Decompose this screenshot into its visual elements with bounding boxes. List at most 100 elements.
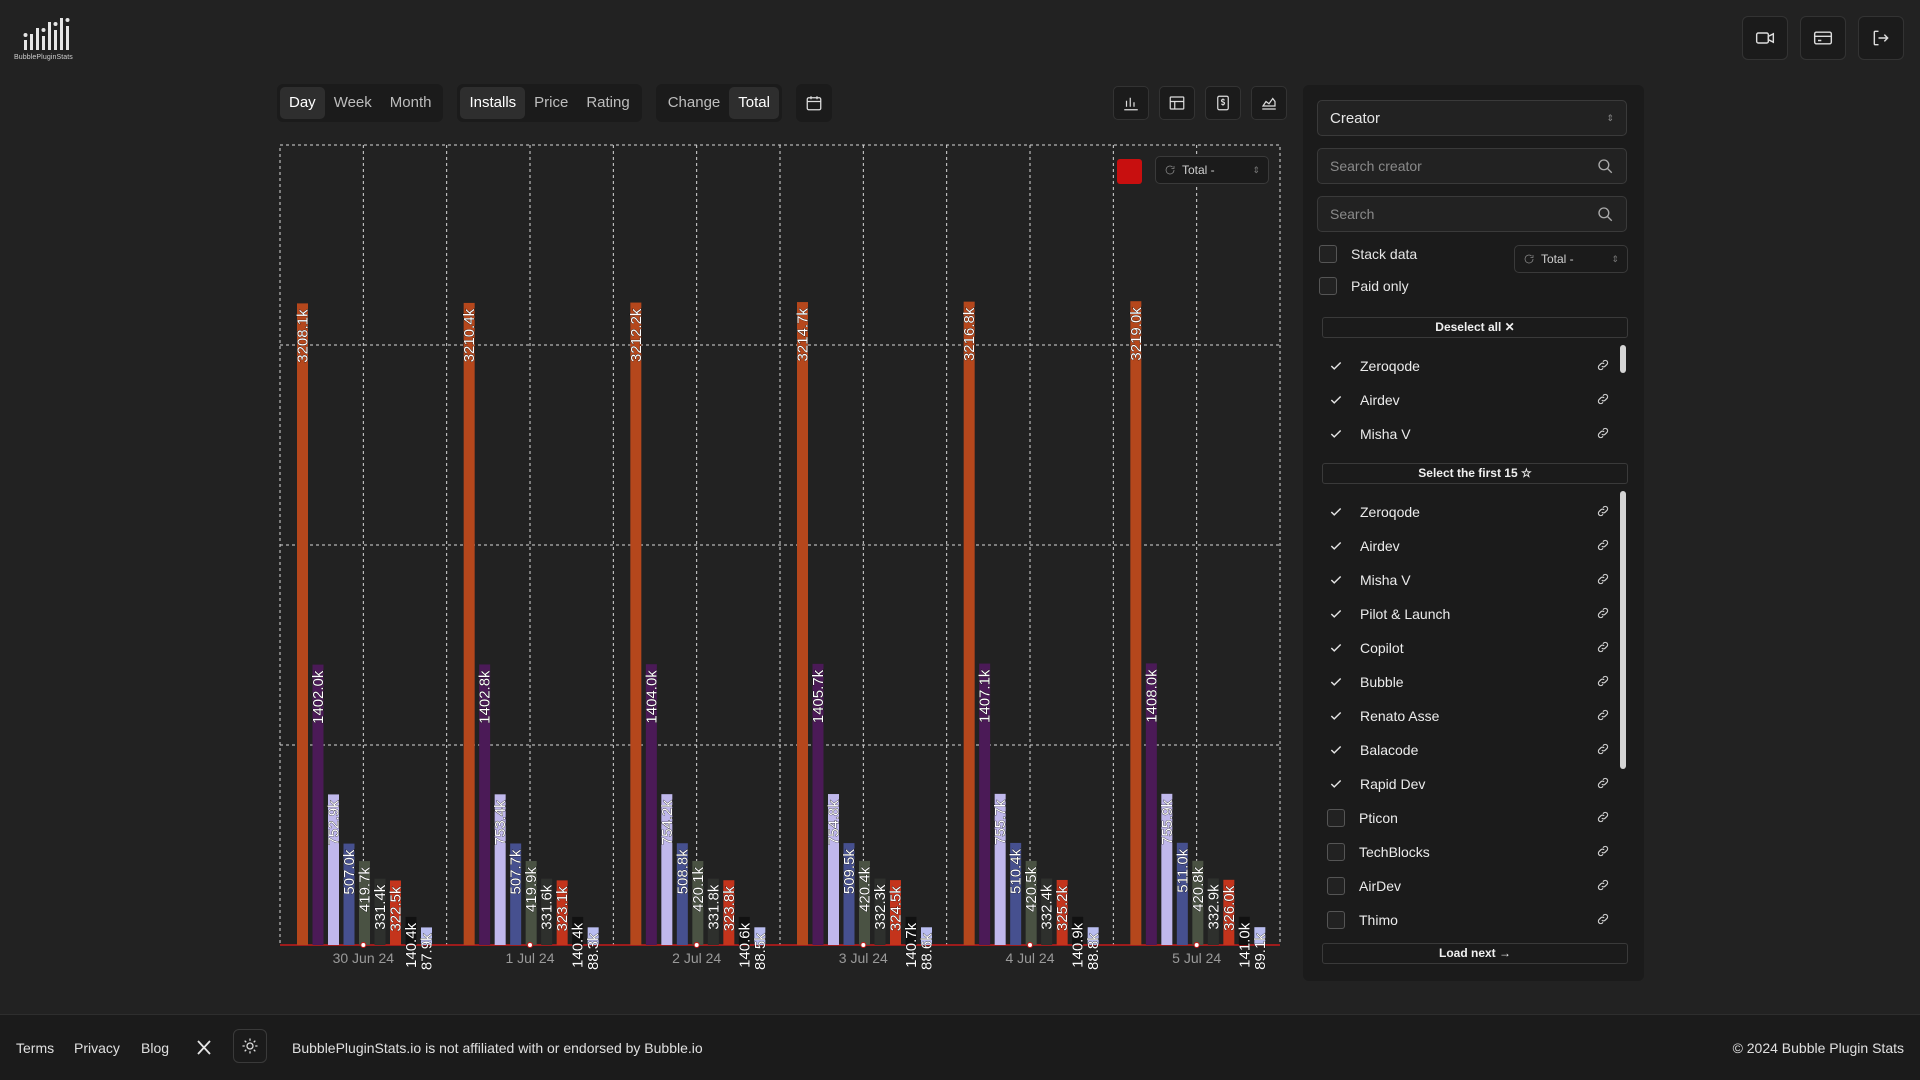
bar [859,860,870,945]
link-icon[interactable] [1596,640,1610,657]
checkmark-icon[interactable] [1326,709,1346,723]
dollar-file-icon [1217,95,1229,111]
group-by-select[interactable]: Creator ⇕ [1317,100,1627,136]
select-first-15-button[interactable]: Select the first 15 ☆ [1322,463,1628,484]
creator-item[interactable]: Balacode [1322,733,1612,767]
checkmark-icon[interactable] [1326,743,1346,757]
creator-checkbox[interactable] [1327,877,1345,895]
checkmark-icon[interactable] [1326,393,1346,407]
area-chart-view-button[interactable] [1251,86,1287,120]
privacy-link[interactable]: Privacy [74,1040,120,1056]
app-logo[interactable]: BubblePluginStats [14,16,78,66]
mode-total[interactable]: Total [729,87,779,119]
selected-creator-name: Zeroqode [1360,358,1420,374]
link-icon[interactable] [1596,776,1610,793]
creator-list-scrollbar[interactable] [1620,491,1626,769]
creator-item[interactable]: Bubble [1322,665,1612,699]
x-logo-icon[interactable] [196,1037,212,1057]
checkmark-icon[interactable] [1326,505,1346,519]
checkmark-icon[interactable] [1326,359,1346,373]
metric-installs[interactable]: Installs [460,87,526,119]
bar [525,861,537,945]
selected-creator-item[interactable]: Airdev [1322,383,1612,417]
link-icon[interactable] [1596,810,1610,827]
link-icon[interactable] [1596,878,1610,895]
search-icon[interactable] [1596,205,1614,223]
mode-change[interactable]: Change [667,94,721,111]
bar-chart-view-button[interactable] [1113,86,1149,120]
link-icon[interactable] [1596,358,1610,375]
table-view-button[interactable] [1159,86,1195,120]
period-day[interactable]: Day [280,87,325,119]
load-next-button[interactable]: Load next → [1322,943,1628,964]
paid-only-row[interactable]: Paid only [1319,277,1409,295]
chart-total-select[interactable]: Total - ⇕ [1155,156,1269,184]
creator-checkbox[interactable] [1327,809,1345,827]
link-icon[interactable] [1596,538,1610,555]
checkmark-icon[interactable] [1326,573,1346,587]
subscription-button[interactable] [1800,16,1846,60]
creator-item[interactable]: Thimo [1322,903,1612,937]
link-icon[interactable] [1596,708,1610,725]
creator-item[interactable]: Misha V [1322,563,1612,597]
logout-button[interactable] [1858,16,1904,60]
checkmark-icon[interactable] [1326,427,1346,441]
selected-list-scrollbar[interactable] [1620,345,1626,373]
link-icon[interactable] [1596,504,1610,521]
checkmark-icon[interactable] [1326,777,1346,791]
creator-item[interactable]: Pticon [1322,801,1612,835]
selected-creator-item[interactable]: Misha V [1322,417,1612,451]
deselect-all-button[interactable]: Deselect all ✕ [1322,317,1628,338]
checkmark-icon[interactable] [1326,539,1346,553]
sidebar-total-select[interactable]: Total - ⇕ [1514,245,1628,273]
bar-data-label: 419.9k [523,867,540,913]
link-icon[interactable] [1596,392,1610,409]
creator-item[interactable]: Zeroqode [1322,495,1612,529]
creator-item[interactable]: Renato Asse [1322,699,1612,733]
creator-item[interactable]: Airdev [1322,529,1612,563]
search-icon[interactable] [1596,157,1614,175]
legend-color-swatch[interactable] [1117,159,1142,184]
creator-checkbox[interactable] [1327,843,1345,861]
bar [421,927,432,945]
date-range-button[interactable] [795,84,832,122]
paid-only-checkbox[interactable] [1319,277,1337,295]
checkmark-icon[interactable] [1326,675,1346,689]
creator-name: Thimo [1359,912,1398,928]
bar [707,878,719,945]
creator-item[interactable]: AirDev [1322,869,1612,903]
video-button[interactable] [1742,16,1788,60]
link-icon[interactable] [1596,426,1610,443]
creator-item[interactable]: TechBlocks [1322,835,1612,869]
period-week[interactable]: Week [333,94,372,111]
link-icon[interactable] [1596,572,1610,589]
stack-data-checkbox[interactable] [1319,245,1337,263]
metric-rating[interactable]: Rating [586,94,630,111]
stack-data-row[interactable]: Stack data [1319,245,1417,263]
link-icon[interactable] [1596,674,1610,691]
link-icon[interactable] [1596,912,1610,929]
metric-price[interactable]: Price [534,94,569,111]
blog-link[interactable]: Blog [141,1040,170,1056]
selected-creator-item[interactable]: Zeroqode [1322,349,1612,383]
creator-checkbox[interactable] [1327,911,1345,929]
revenue-view-button[interactable] [1205,86,1241,120]
bar [890,880,901,945]
link-icon[interactable] [1596,844,1610,861]
checkmark-icon[interactable] [1326,641,1346,655]
creator-item[interactable]: Rapid Dev [1322,767,1612,801]
link-icon[interactable] [1596,606,1610,623]
bar-data-label: 3216.8k [961,307,978,361]
theme-toggle-button[interactable] [233,1029,267,1063]
period-month[interactable]: Month [389,94,432,111]
bar-data-label: 3208.1k [295,309,312,363]
creator-item[interactable]: Pilot & Launch [1322,597,1612,631]
checkmark-icon[interactable] [1326,607,1346,621]
terms-link[interactable]: Terms [16,1040,55,1056]
bar [1130,301,1142,945]
logo-text: BubblePluginStats [14,54,73,61]
search-input[interactable] [1330,206,1596,222]
search-creator-input[interactable] [1330,158,1596,174]
creator-item[interactable]: Copilot [1322,631,1612,665]
link-icon[interactable] [1596,742,1610,759]
